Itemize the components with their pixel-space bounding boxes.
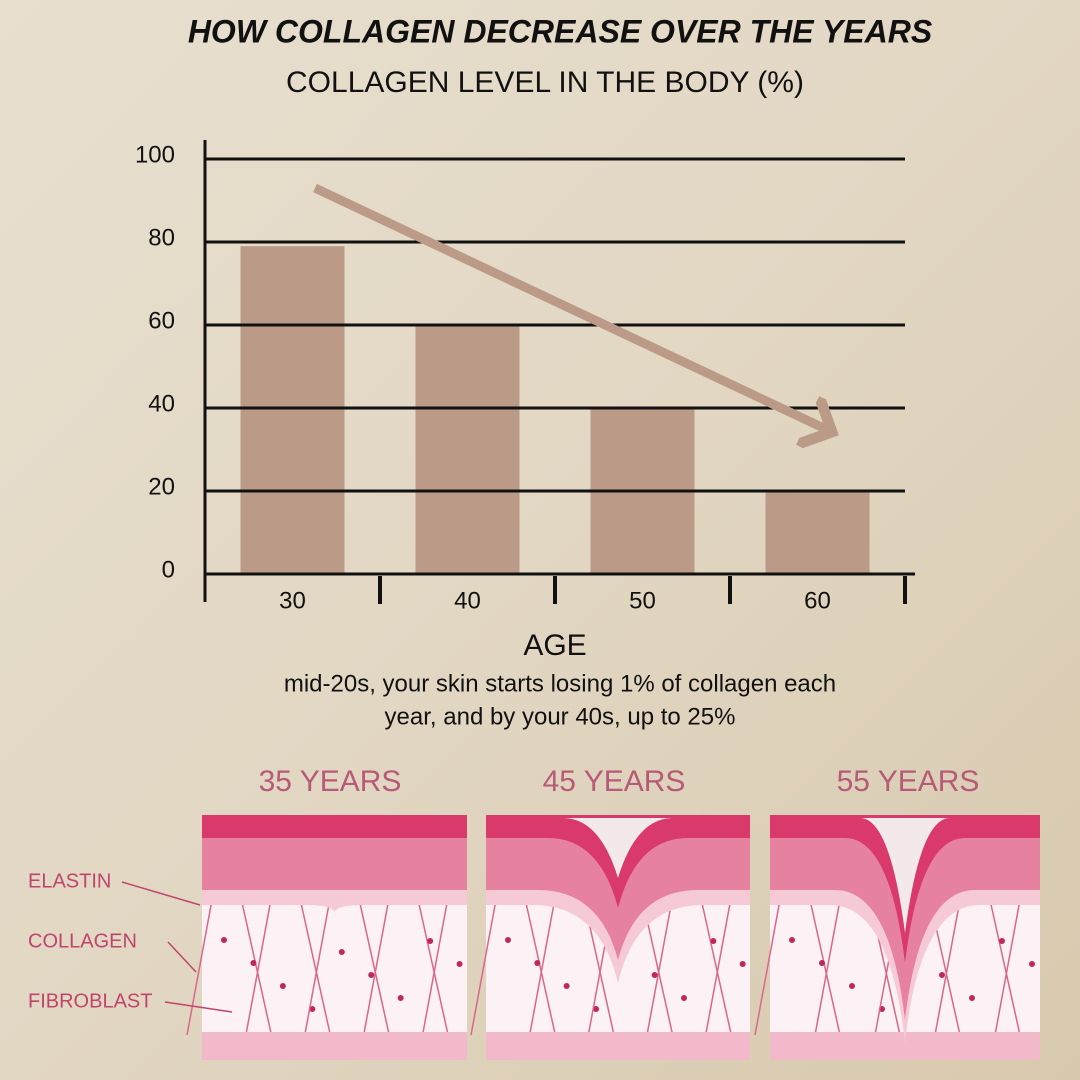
trend-arrow	[313, 183, 832, 432]
bar	[415, 325, 520, 574]
collagen-fiber	[528, 899, 556, 1036]
fibroblast	[427, 938, 434, 944]
plot: 30 40 50 60 0 20 40 60 80 100	[135, 140, 915, 614]
collagen-fiber	[934, 899, 961, 1036]
fibroblast	[651, 972, 658, 978]
fibroblast	[279, 983, 286, 989]
x-tick-label: 60	[804, 587, 831, 614]
x-tick-label: 50	[629, 587, 656, 614]
y-tick-label: 0	[162, 556, 175, 583]
collagen-fiber	[358, 899, 390, 1036]
epidermis	[202, 815, 467, 838]
x-tick-label: 30	[279, 587, 306, 614]
collagen-fiber	[809, 899, 841, 1036]
label-pointer	[121, 881, 201, 906]
fibroblast	[789, 937, 795, 943]
collagen-fiber	[754, 899, 781, 1036]
collagen-fiber	[299, 899, 332, 1036]
collagen-fiber	[417, 899, 449, 1036]
annotation: mid-20s, your skin starts losing 1% of c…	[284, 670, 836, 697]
fibroblast	[849, 983, 855, 989]
fibroblast	[999, 938, 1005, 944]
side-label: COLLAGEN	[28, 930, 137, 952]
y-tick-label: 60	[148, 307, 175, 334]
collagen-fiber	[245, 899, 272, 1036]
fibroblast	[681, 995, 687, 1001]
fibroblast	[1029, 961, 1035, 967]
chart-subtitle: COLLAGEN LEVEL IN THE BODY (%)	[286, 66, 804, 99]
hypodermis	[486, 1032, 750, 1060]
fibroblast	[710, 938, 717, 944]
collagen-fiber	[814, 899, 841, 1036]
hypodermis	[202, 1032, 467, 1060]
panel-title: 55 YEARS	[837, 765, 980, 798]
y-tick-label: 40	[148, 390, 175, 417]
collagen-fiber	[989, 899, 1021, 1036]
collagen-fiber	[304, 899, 331, 1036]
epidermis-dip	[563, 818, 673, 878]
fibroblast	[338, 949, 345, 955]
y-tick-label: 100	[135, 141, 175, 168]
collagen-fiber	[240, 899, 273, 1036]
y-tick-label: 20	[148, 473, 175, 500]
side-label: FIBROBLAST	[28, 990, 152, 1012]
y-tick-label: 80	[148, 224, 175, 251]
panel-title: 45 YEARS	[543, 765, 686, 798]
collagen-fiber	[470, 899, 497, 1036]
fibroblast	[739, 961, 746, 967]
annotation: year, and by your 40s, up to 25%	[385, 703, 736, 730]
side-label: ELASTIN	[28, 870, 111, 892]
collagen-fiber	[186, 899, 213, 1036]
fibroblast	[221, 937, 227, 943]
fibroblast	[819, 960, 825, 966]
collagen-fiber	[646, 899, 673, 1036]
label-pointer	[164, 1001, 233, 1013]
collagen-fiber	[524, 899, 557, 1036]
label-pointer	[167, 941, 197, 973]
collagen-fiber	[994, 899, 1021, 1036]
epidermis-dip	[860, 818, 950, 933]
x-tick-label: 40	[454, 587, 481, 614]
fibroblast	[593, 1006, 599, 1012]
fibroblast	[397, 995, 404, 1001]
bar	[240, 246, 345, 574]
fibroblast	[250, 960, 257, 966]
fibroblast	[368, 972, 375, 978]
collagen-fiber	[421, 899, 449, 1036]
collagen-fiber	[362, 899, 390, 1036]
collagen-fiber	[700, 899, 733, 1036]
fibroblast	[309, 1006, 316, 1012]
fibroblast	[534, 960, 541, 966]
x-axis-label: AGE	[523, 629, 586, 662]
fibroblast	[969, 995, 975, 1001]
diagram: 35 YEARS 45 YEARS 55 YEARS ELASTIN COLLAGEN F…	[28, 765, 1040, 1060]
bar	[765, 491, 870, 574]
chart-title: HOW COLLAGEN DECREASE OVER THE YEARS	[188, 13, 933, 49]
fibroblast	[563, 983, 570, 989]
fibroblast	[939, 972, 945, 978]
panel-title: 35 YEARS	[259, 765, 402, 798]
fibroblast	[505, 937, 511, 943]
collagen-fiber	[704, 899, 732, 1036]
fibroblast	[456, 961, 463, 967]
